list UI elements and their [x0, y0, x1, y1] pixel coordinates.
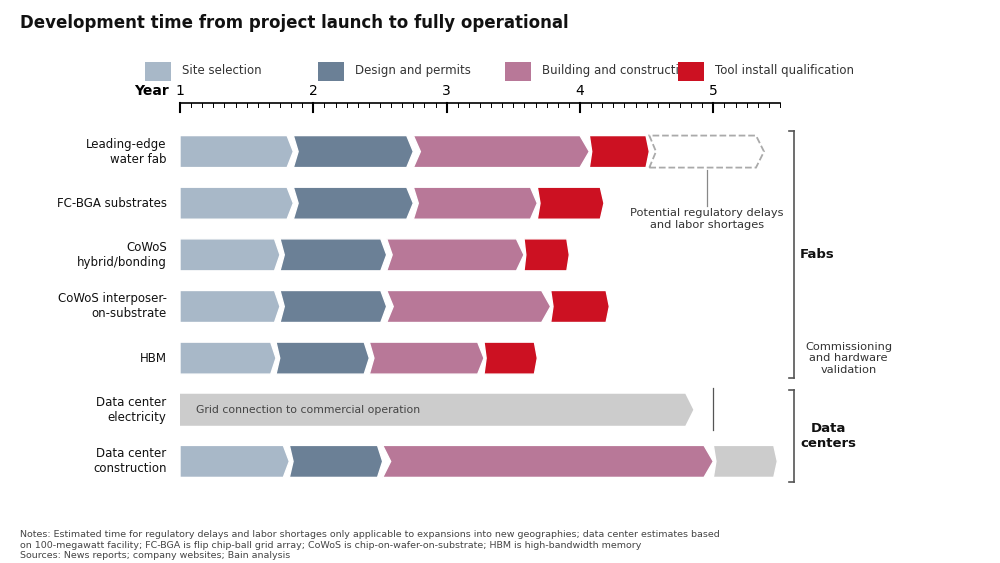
- Text: CoWoS interposer-
on-substrate: CoWoS interposer- on-substrate: [58, 293, 167, 320]
- Polygon shape: [276, 342, 369, 374]
- Polygon shape: [180, 342, 276, 374]
- Bar: [318, 62, 344, 81]
- Polygon shape: [713, 445, 777, 477]
- Polygon shape: [387, 239, 524, 271]
- Polygon shape: [369, 342, 484, 374]
- Bar: [505, 62, 531, 81]
- Polygon shape: [180, 394, 693, 426]
- Text: FC-BGA substrates: FC-BGA substrates: [57, 196, 167, 210]
- Polygon shape: [180, 187, 293, 219]
- Text: Year: Year: [135, 84, 169, 99]
- Text: Building and construction: Building and construction: [542, 64, 694, 77]
- Text: Tool install qualification: Tool install qualification: [715, 64, 854, 77]
- Polygon shape: [413, 187, 537, 219]
- Text: Data
centers: Data centers: [800, 422, 856, 450]
- Text: Site selection: Site selection: [182, 64, 262, 77]
- Text: CoWoS
hybrid/bonding: CoWoS hybrid/bonding: [77, 241, 167, 269]
- Text: Data center
construction: Data center construction: [93, 448, 167, 475]
- Text: 3: 3: [442, 84, 451, 99]
- Text: 2: 2: [309, 84, 318, 99]
- Polygon shape: [289, 445, 383, 477]
- Bar: [145, 62, 171, 81]
- Polygon shape: [387, 291, 551, 323]
- Text: Data center
electricity: Data center electricity: [96, 396, 167, 424]
- Polygon shape: [293, 187, 413, 219]
- Text: HBM: HBM: [140, 352, 167, 365]
- Polygon shape: [413, 136, 589, 168]
- Text: Development time from project launch to fully operational: Development time from project launch to …: [20, 14, 569, 32]
- Polygon shape: [484, 342, 537, 374]
- Text: Fabs: Fabs: [800, 248, 835, 261]
- Polygon shape: [280, 239, 387, 271]
- Polygon shape: [537, 187, 604, 219]
- Polygon shape: [180, 291, 280, 323]
- Polygon shape: [551, 291, 609, 323]
- Text: 1: 1: [176, 84, 184, 99]
- Polygon shape: [589, 136, 649, 168]
- Text: Design and permits: Design and permits: [355, 64, 471, 77]
- Text: Potential regulatory delays
and labor shortages: Potential regulatory delays and labor sh…: [630, 208, 783, 230]
- Polygon shape: [649, 136, 764, 168]
- Text: Commissioning
and hardware
validation: Commissioning and hardware validation: [805, 342, 892, 375]
- Polygon shape: [280, 291, 387, 323]
- Text: 5: 5: [709, 84, 718, 99]
- Text: 4: 4: [576, 84, 584, 99]
- Polygon shape: [180, 445, 289, 477]
- Text: Grid connection to commercial operation: Grid connection to commercial operation: [196, 405, 420, 415]
- Polygon shape: [180, 239, 280, 271]
- Polygon shape: [180, 136, 293, 168]
- Polygon shape: [524, 239, 569, 271]
- Polygon shape: [293, 136, 413, 168]
- Polygon shape: [383, 445, 713, 477]
- Bar: [678, 62, 704, 81]
- Text: Notes: Estimated time for regulatory delays and labor shortages only applicable : Notes: Estimated time for regulatory del…: [20, 530, 720, 560]
- Text: Leading-edge
water fab: Leading-edge water fab: [86, 137, 167, 166]
